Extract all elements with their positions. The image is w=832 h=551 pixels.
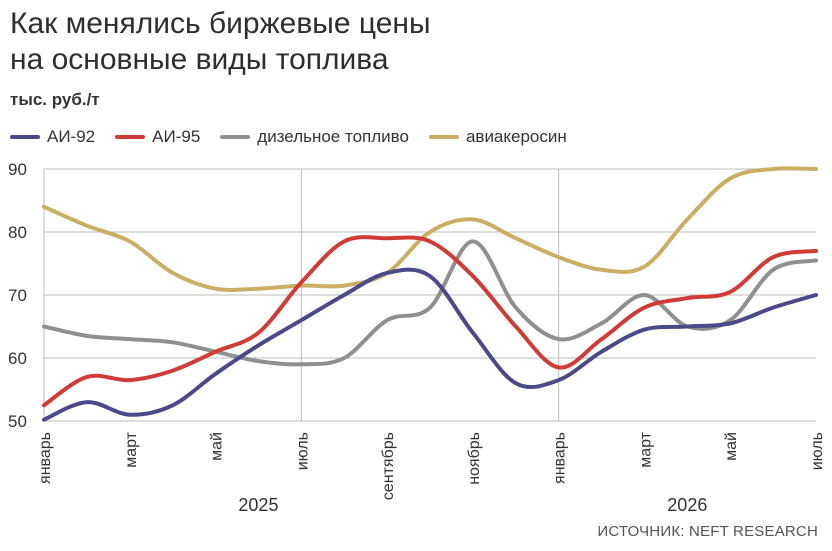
y-tick-label: 80: [8, 223, 27, 242]
legend-item: АИ-95: [115, 127, 200, 147]
legend-label: АИ-95: [152, 127, 201, 146]
legend-swatch: [428, 135, 459, 139]
x-tick-label: март: [123, 431, 140, 467]
chart-title-line-1: Как менялись биржевые цены: [10, 7, 431, 40]
y-tick-label: 60: [8, 349, 27, 368]
x-tick-label: июль: [294, 432, 311, 470]
y-tick-label: 70: [8, 286, 27, 305]
chart-legend: АИ-92 АИ-95 дизельное топливо авиакеросин: [10, 127, 567, 147]
source-note: ИСТОЧНИК: NEFT RESEARCH: [597, 523, 818, 540]
legend-item: АИ-92: [10, 127, 95, 147]
x-tick-label: май: [209, 432, 226, 461]
legend-item: дизельное топливо: [220, 127, 409, 147]
legend-label: дизельное топливо: [257, 127, 409, 146]
series-line: [42, 267, 818, 422]
x-tick-label: июль: [809, 432, 826, 470]
units-label: тыс. руб./т: [10, 90, 100, 109]
x-tick-label: ноябрь: [466, 432, 483, 485]
chart-title-line-2: на основные виды топлива: [10, 43, 389, 76]
x-tick-label: март: [637, 431, 654, 467]
x-tick-label: сентябрь: [380, 432, 397, 500]
x-tick-label: январь: [552, 432, 569, 484]
y-tick-label: 50: [8, 412, 27, 431]
y-tick-label: 90: [8, 160, 27, 179]
chart-title: Как менялись биржевые цены на основные в…: [10, 6, 431, 78]
legend-swatch: [10, 135, 40, 139]
year-label: 2026: [667, 495, 707, 515]
legend-item: авиакеросин: [428, 127, 567, 147]
legend-swatch: [220, 135, 251, 139]
x-tick-label: май: [723, 432, 740, 461]
series-line: [42, 235, 818, 408]
year-label: 2025: [238, 495, 278, 515]
legend-label: авиакеросин: [465, 127, 567, 146]
x-tick-label: январь: [37, 432, 54, 484]
series-line: [42, 166, 818, 292]
legend-swatch: [115, 135, 146, 139]
series-line: [42, 239, 818, 367]
legend-label: АИ-92: [47, 127, 96, 146]
